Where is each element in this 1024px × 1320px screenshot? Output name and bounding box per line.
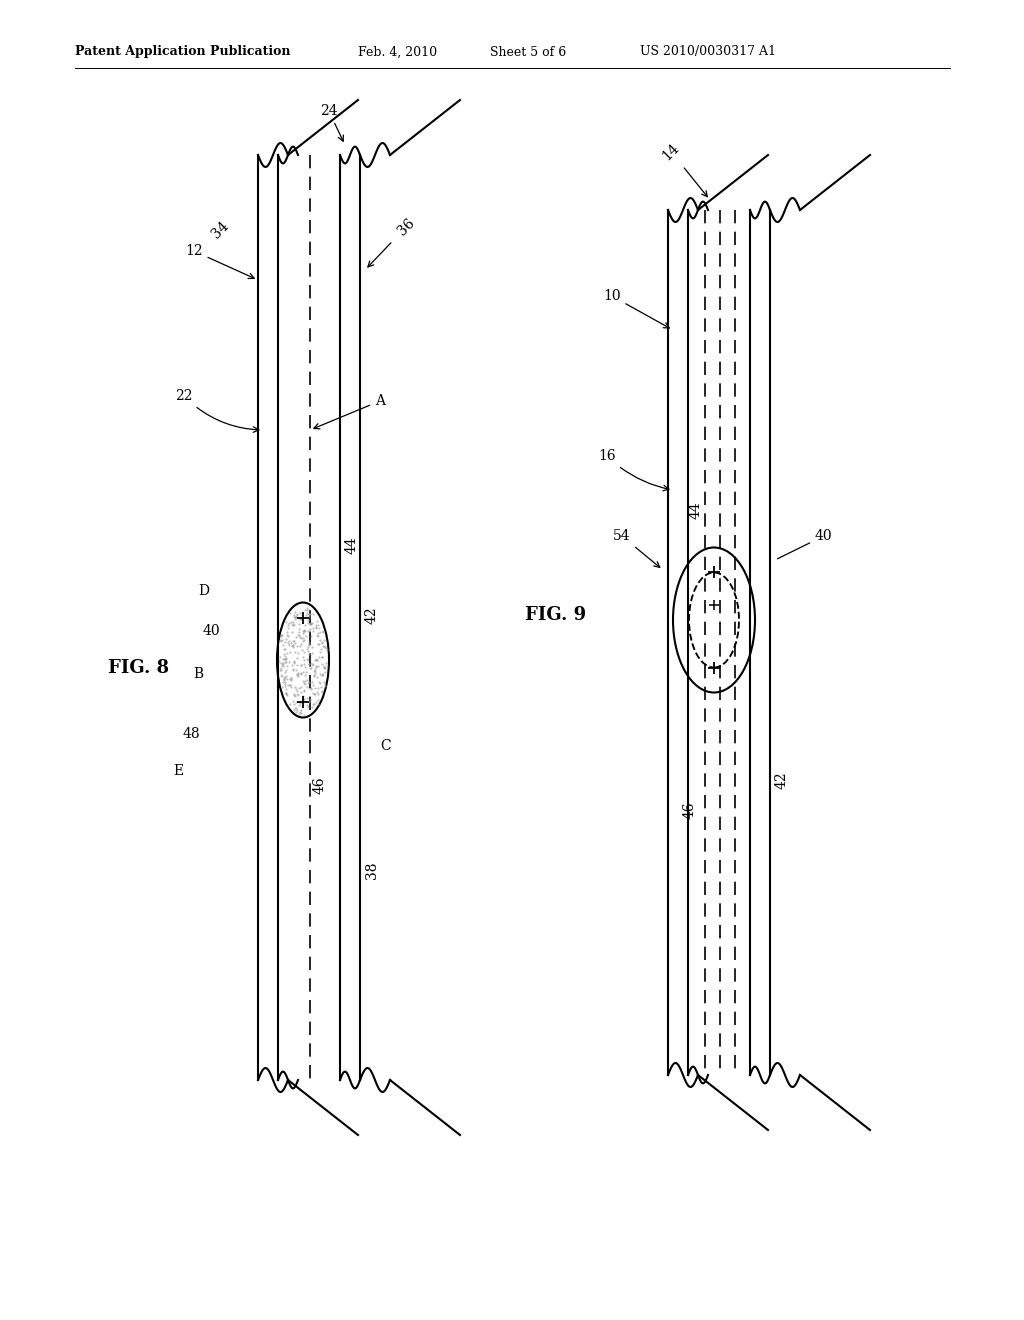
Text: 36: 36 [368,215,417,267]
Text: 22: 22 [175,389,259,433]
Text: E: E [173,764,183,777]
Text: 42: 42 [775,771,790,789]
Text: D: D [198,583,209,598]
Text: 46: 46 [313,776,327,793]
Text: 44: 44 [345,536,359,554]
Text: 24: 24 [319,104,343,141]
Text: US 2010/0030317 A1: US 2010/0030317 A1 [640,45,776,58]
Text: 44: 44 [689,502,703,519]
Text: 46: 46 [683,801,697,818]
Text: 40: 40 [777,529,833,558]
Text: 40: 40 [203,624,220,638]
Text: Feb. 4, 2010: Feb. 4, 2010 [358,45,437,58]
Text: 48: 48 [183,727,201,741]
Text: A: A [314,393,385,429]
Text: 54: 54 [613,529,659,568]
Text: 10: 10 [603,289,670,327]
Text: C: C [380,739,390,752]
Text: 42: 42 [365,606,379,624]
Text: B: B [193,667,203,681]
Text: FIG. 8: FIG. 8 [108,659,169,677]
Text: 38: 38 [365,861,379,879]
Text: FIG. 9: FIG. 9 [525,606,586,624]
Text: 12: 12 [185,244,254,279]
Text: 34: 34 [209,219,231,242]
Text: 16: 16 [598,449,669,491]
Text: Sheet 5 of 6: Sheet 5 of 6 [490,45,566,58]
Text: 14: 14 [660,140,708,197]
Text: Patent Application Publication: Patent Application Publication [75,45,291,58]
